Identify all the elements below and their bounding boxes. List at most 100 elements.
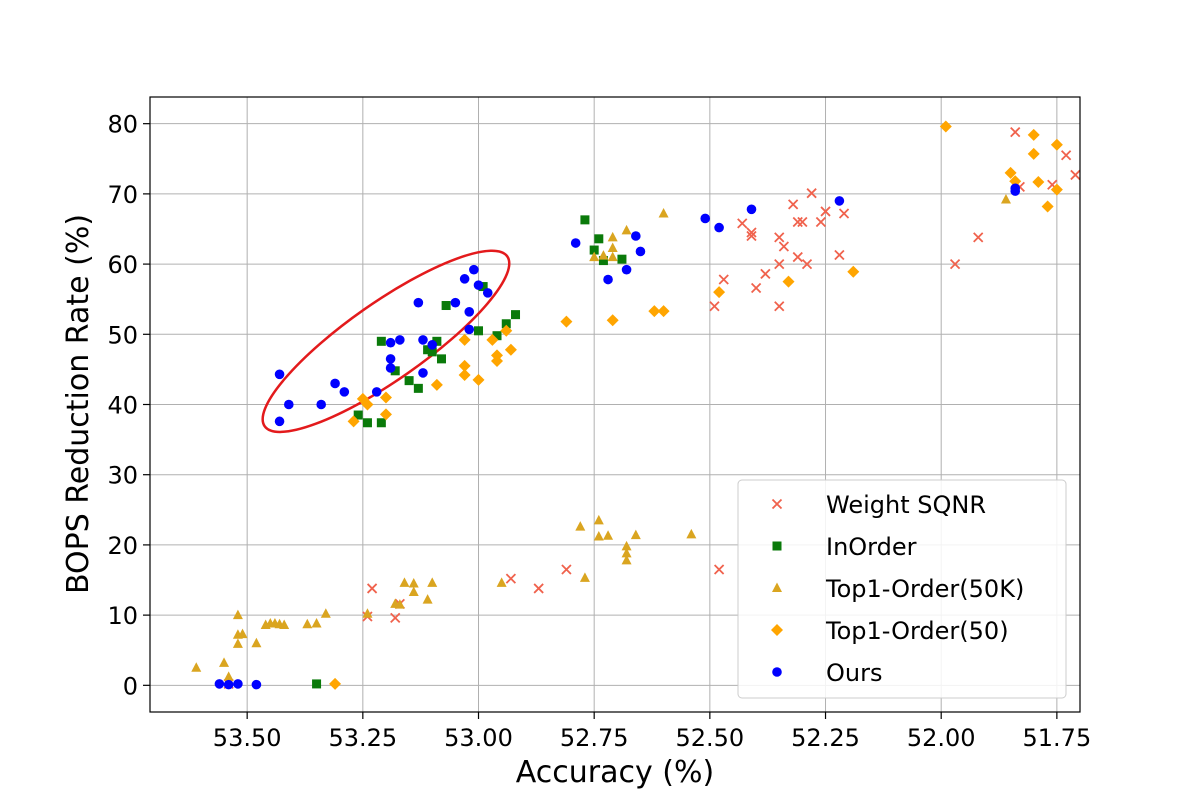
data-point xyxy=(404,376,414,386)
data-point xyxy=(820,206,831,217)
data-point xyxy=(423,345,433,355)
data-point xyxy=(320,608,331,618)
data-point xyxy=(1000,194,1011,204)
data-point xyxy=(385,337,396,348)
data-point xyxy=(478,282,488,292)
x-tick-label: 53.50 xyxy=(213,724,282,752)
data-point xyxy=(385,354,396,364)
legend-label: InOrder xyxy=(826,533,917,561)
data-point xyxy=(362,418,372,428)
grid xyxy=(150,97,1080,712)
data-point xyxy=(713,564,725,575)
data-point xyxy=(353,410,363,420)
data-point xyxy=(464,324,475,335)
data-point xyxy=(648,305,661,318)
data-point xyxy=(774,258,785,270)
data-point xyxy=(251,679,262,690)
x-tick-label: 51.75 xyxy=(1023,724,1092,752)
data-point xyxy=(621,540,632,551)
data-point xyxy=(806,188,817,199)
data-point xyxy=(427,340,438,350)
legend-marker xyxy=(772,582,782,592)
data-point xyxy=(593,530,604,541)
data-point xyxy=(316,399,326,410)
data-point xyxy=(232,609,243,620)
y-tick-label: 60 xyxy=(107,251,138,279)
data-point xyxy=(774,232,785,243)
data-point xyxy=(575,521,586,531)
data-point xyxy=(219,657,230,667)
data-point xyxy=(594,234,604,244)
data-point xyxy=(223,679,234,690)
data-point xyxy=(709,301,720,312)
data-point xyxy=(589,251,600,262)
data-point xyxy=(366,583,378,594)
data-point xyxy=(598,250,609,260)
data-point xyxy=(815,216,827,228)
y-axis-label: BOPS Reduction Rate (%) xyxy=(61,214,96,594)
data-point xyxy=(746,230,757,242)
data-point xyxy=(593,514,604,525)
data-point xyxy=(233,679,243,689)
x-tick-label: 52.50 xyxy=(675,724,744,752)
data-point xyxy=(1032,175,1045,188)
data-point xyxy=(379,408,392,421)
legend-label: Top1-Order(50) xyxy=(825,617,1009,645)
data-point xyxy=(459,274,470,284)
data-point xyxy=(469,264,479,275)
data-point xyxy=(847,265,860,278)
highlight-annotation xyxy=(261,249,511,434)
data-point xyxy=(491,354,504,367)
data-point xyxy=(422,594,433,604)
data-point xyxy=(362,608,373,618)
data-point xyxy=(700,213,711,224)
data-point xyxy=(589,245,599,255)
data-point xyxy=(302,618,313,629)
data-point xyxy=(496,577,507,587)
series-weight-sqnr xyxy=(223,126,1081,690)
data-point xyxy=(379,391,392,404)
data-point xyxy=(361,398,374,411)
series-inorder xyxy=(312,215,627,689)
data-point xyxy=(1050,138,1063,151)
data-point xyxy=(579,572,590,582)
data-point xyxy=(330,378,340,389)
data-point xyxy=(436,354,446,364)
legend-marker xyxy=(772,541,782,551)
x-tick-label: 52.00 xyxy=(907,724,976,752)
data-point xyxy=(746,227,757,238)
data-point xyxy=(408,578,419,588)
y-axis-ticks: 0 10 20 30 40 50 60 70 80 xyxy=(107,111,150,700)
data-point xyxy=(223,671,234,681)
data-point xyxy=(482,288,493,298)
y-tick-label: 10 xyxy=(107,602,138,630)
data-point xyxy=(492,331,502,341)
data-point xyxy=(630,529,641,540)
data-point xyxy=(458,359,471,372)
data-point xyxy=(214,679,225,689)
data-point xyxy=(274,369,285,380)
legend: Weight SQNR InOrder Top1-Order(50K) Top1-Or… xyxy=(737,479,1067,699)
data-point xyxy=(787,199,799,210)
data-point xyxy=(311,618,322,628)
data-point xyxy=(191,662,202,672)
data-points xyxy=(191,120,1081,690)
data-point xyxy=(390,366,400,376)
data-point xyxy=(657,305,670,318)
data-point xyxy=(631,231,641,241)
legend-box xyxy=(737,479,1067,699)
data-point xyxy=(339,387,350,397)
y-tick-label: 70 xyxy=(107,181,138,209)
data-point xyxy=(570,238,581,248)
data-point xyxy=(834,249,845,261)
x-tick-label: 52.25 xyxy=(791,724,860,752)
data-point xyxy=(737,218,748,229)
data-point xyxy=(427,347,437,357)
data-point xyxy=(838,208,850,219)
series-ours xyxy=(214,183,1021,690)
data-point xyxy=(607,231,618,242)
data-point xyxy=(473,280,484,290)
data-point xyxy=(390,612,401,624)
data-point xyxy=(621,554,632,565)
